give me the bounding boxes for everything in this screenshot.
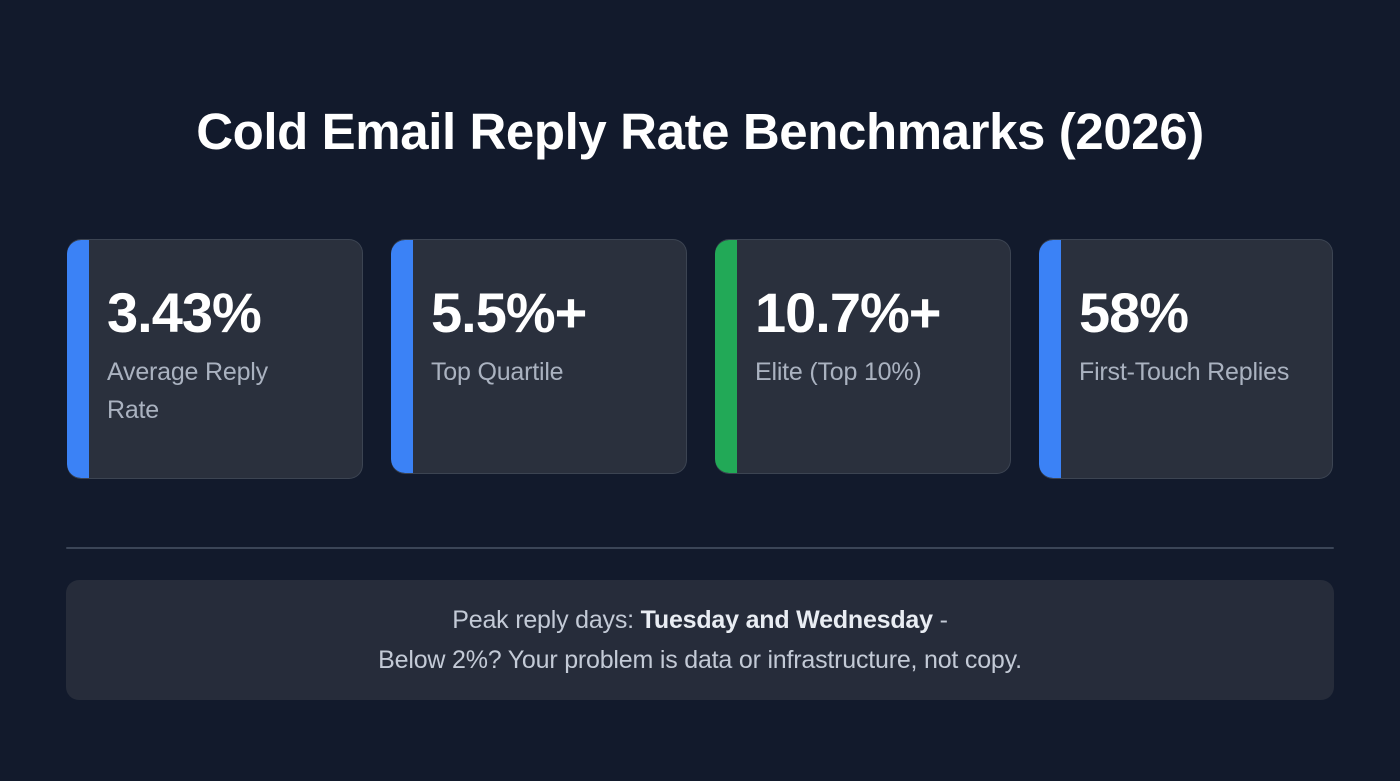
note-line-2: Below 2%? Your problem is data or infras…	[378, 646, 1022, 674]
stat-card-elite[interactable]: 10.7%+ Elite (Top 10%)	[715, 239, 1011, 474]
note-line-1-emphasis: Tuesday and Wednesday	[640, 606, 933, 634]
stat-card-body: 3.43% Average Reply Rate	[89, 240, 362, 478]
stat-cards-row: 3.43% Average Reply Rate 5.5%+ Top Quart…	[67, 239, 1333, 489]
footer-note-panel: Peak reply days: Tuesday and Wednesday -…	[66, 580, 1334, 700]
page-title: Cold Email Reply Rate Benchmarks (2026)	[196, 103, 1204, 160]
section-divider	[66, 547, 1334, 549]
stat-card-first-touch-replies[interactable]: 58% First-Touch Replies	[1039, 239, 1333, 479]
stat-label: Top Quartile	[431, 358, 564, 386]
stat-value: 58%	[1079, 281, 1189, 344]
stat-label: Average Reply Rate	[107, 358, 268, 424]
stat-card-top-quartile[interactable]: 5.5%+ Top Quartile	[391, 239, 687, 474]
note-line-1: Peak reply days: Tuesday and Wednesday -	[452, 600, 948, 640]
note-line-1-suffix: -	[932, 606, 948, 634]
stat-card-body: 10.7%+ Elite (Top 10%)	[737, 240, 1010, 473]
stat-card-average-reply-rate[interactable]: 3.43% Average Reply Rate	[67, 239, 363, 479]
stat-label: Elite (Top 10%)	[755, 358, 922, 386]
accent-bar-blue	[1039, 240, 1061, 478]
accent-bar-blue	[391, 240, 413, 473]
stat-card-body: 5.5%+ Top Quartile	[413, 240, 686, 473]
accent-bar-green	[715, 240, 737, 473]
stat-value: 3.43%	[107, 281, 262, 344]
stat-card-body: 58% First-Touch Replies	[1061, 240, 1332, 478]
stat-value: 10.7%+	[755, 281, 942, 344]
stat-value: 5.5%+	[431, 281, 587, 344]
note-line-1-prefix: Peak reply days:	[452, 606, 641, 634]
stat-label: First-Touch Replies	[1079, 358, 1290, 386]
accent-bar-blue	[67, 240, 89, 478]
